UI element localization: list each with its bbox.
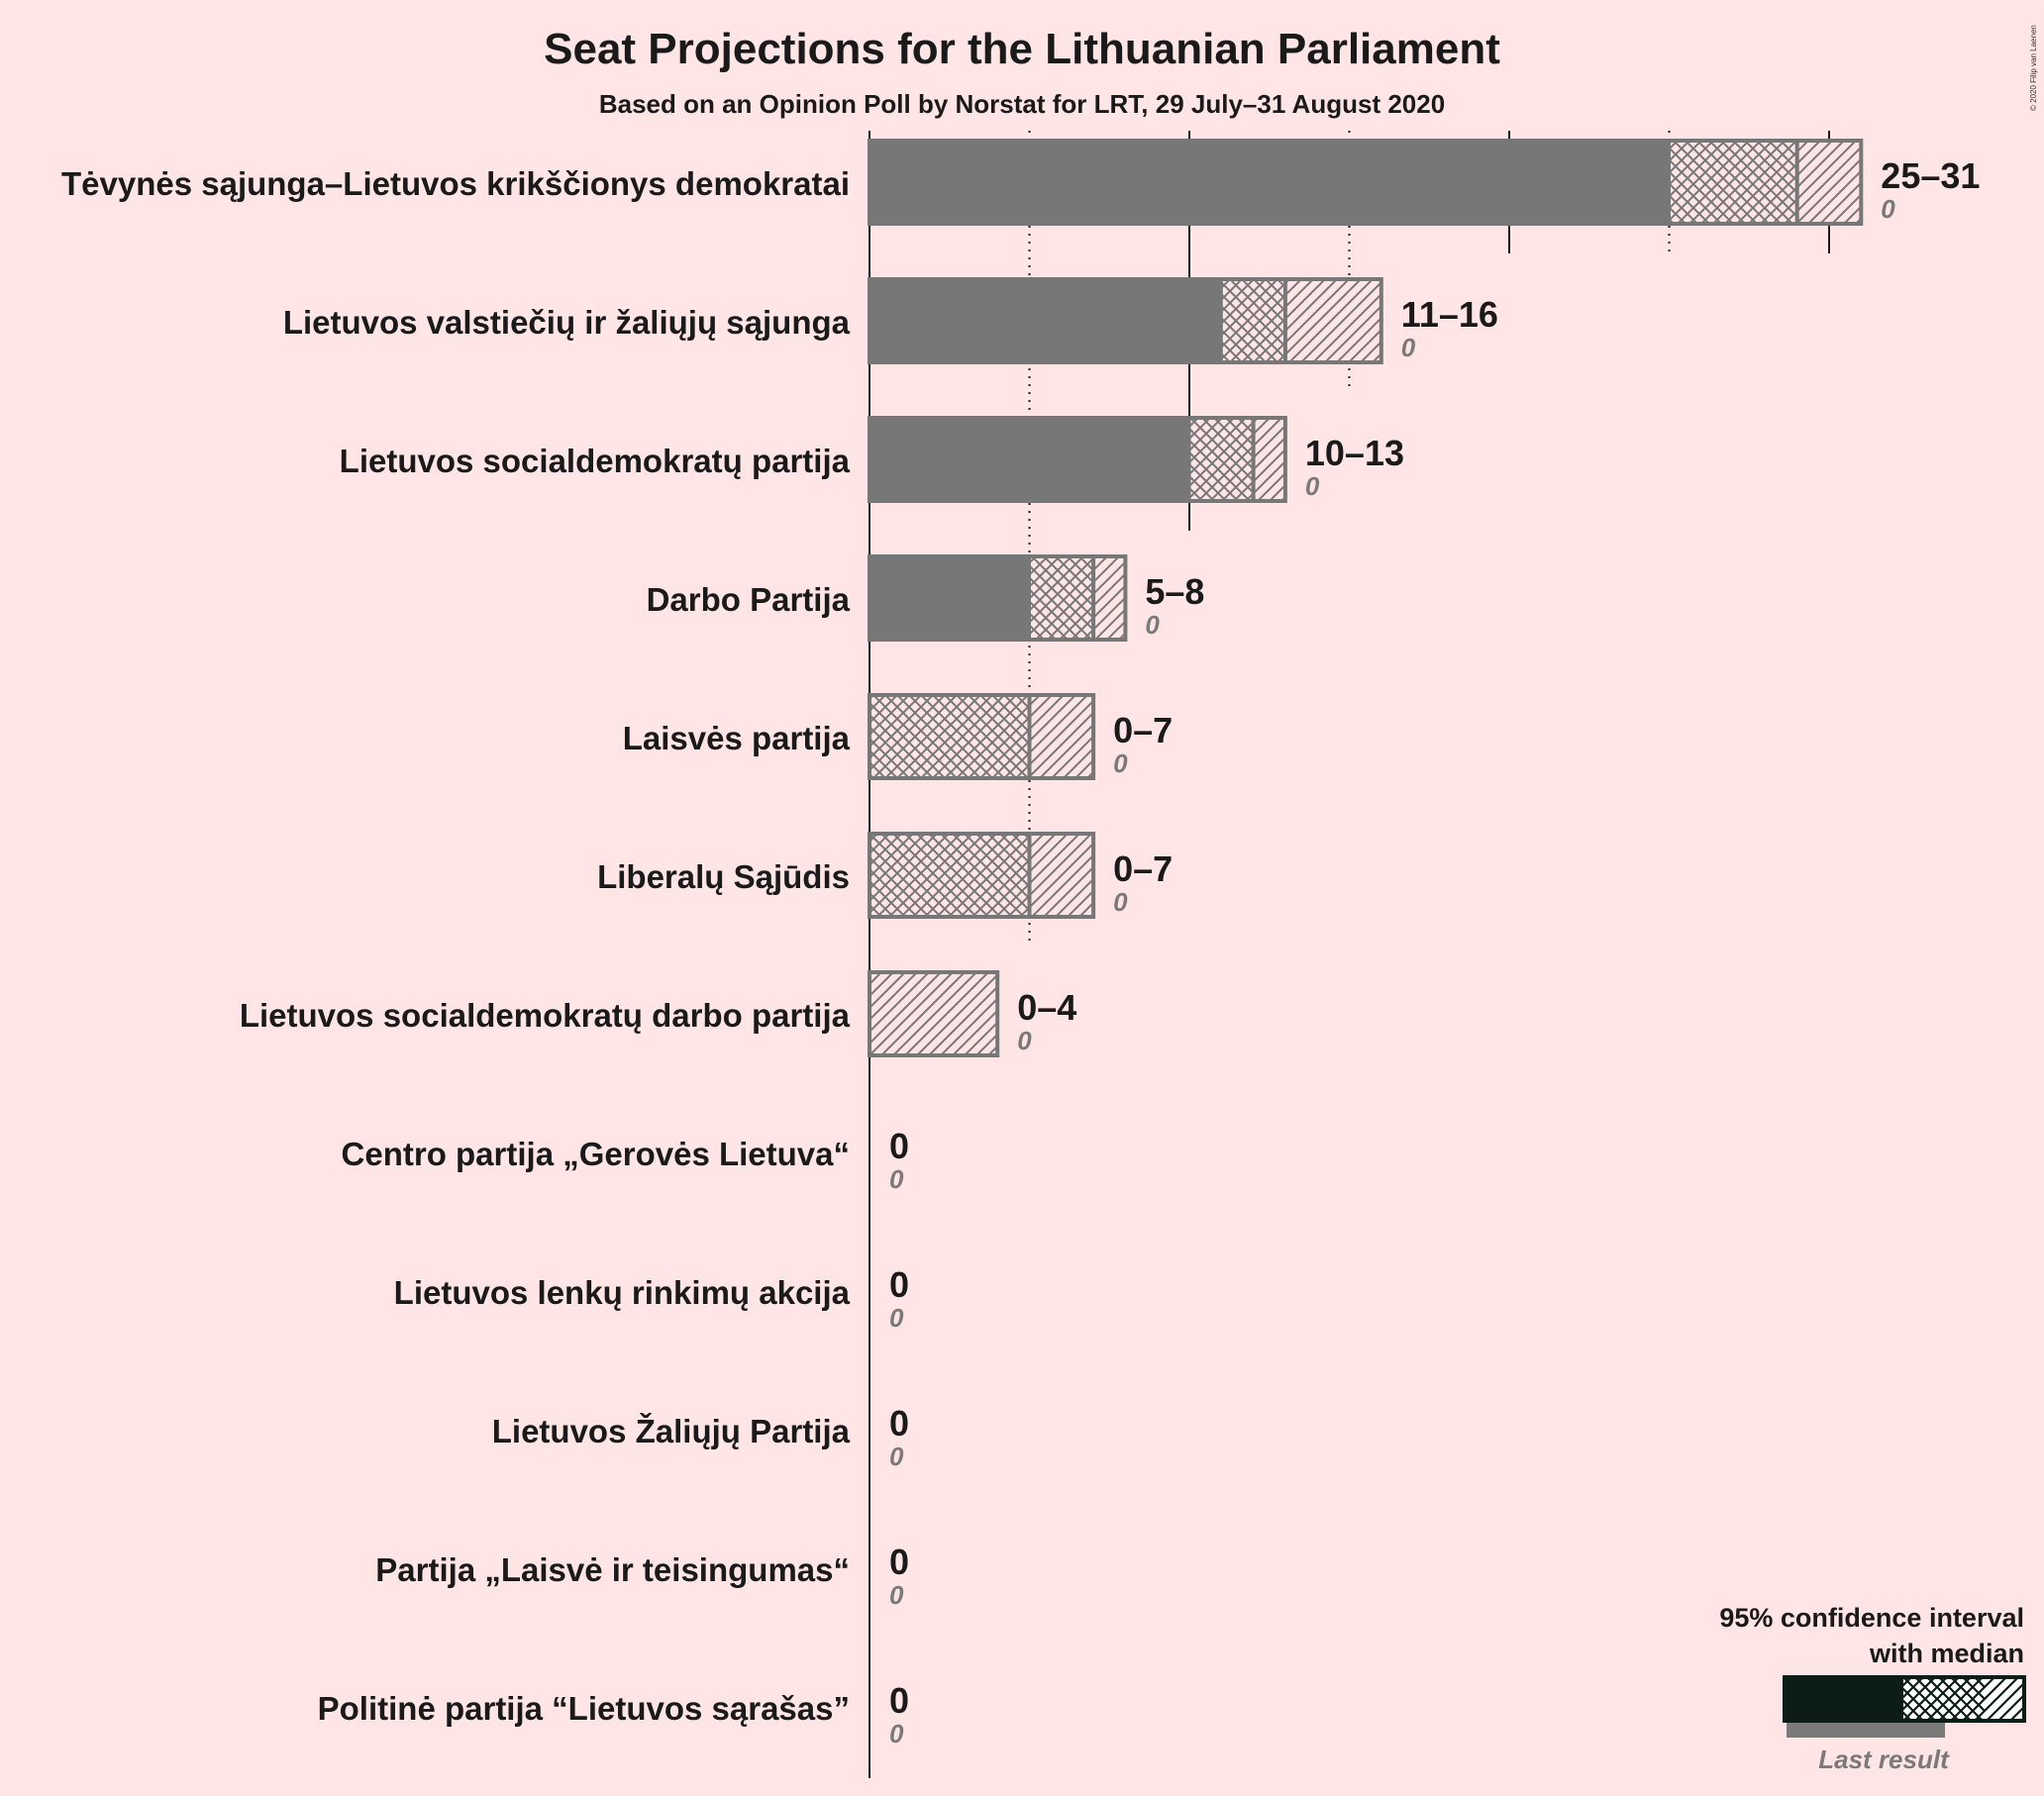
legend-upper-segment [1985,1677,2024,1721]
bar-upper-segment [1284,279,1381,362]
party-name-label: Lietuvos socialdemokratų darbo partija [240,997,851,1034]
copyright-note: © 2020 Filip van Laenen [2029,25,2038,111]
last-result-label: 0 [1017,1026,1032,1055]
party-name-label: Partija „Laisvė ir teisingumas“ [375,1551,850,1588]
bar-solid-segment [869,279,1222,362]
legend-median-segment [1903,1677,1985,1721]
party-labels: Tėvynės sąjunga–Lietuvos krikščionys dem… [61,155,1980,1748]
last-result-label: 0 [1305,471,1320,501]
bar-solid-segment [869,141,1670,224]
legend-solid-segment [1785,1677,1903,1721]
seat-range-label: 11–16 [1401,294,1498,335]
bar-solid-segment [869,556,1030,640]
seat-range-label: 0–7 [1113,710,1173,750]
bar-outline [868,693,1096,780]
last-result-label: 0 [889,1719,904,1748]
bar-median-segment [1221,279,1285,362]
seat-range-label: 5–8 [1145,571,1204,612]
bar-group-2 [868,416,1287,503]
last-result-label: 0 [889,1303,904,1333]
bar-group-5 [868,832,1096,919]
legend-title-line2: with median [1869,1639,2024,1668]
chart-title: Seat Projections for the Lithuanian Parl… [544,25,1500,73]
bar-group-4 [868,693,1096,780]
legend-last-result-bar [1787,1721,1945,1738]
bar-outline [868,139,1864,226]
bar-outline [868,277,1383,364]
bar-median-segment [869,695,1030,778]
last-result-label: 0 [1145,610,1160,640]
bar-median-segment [1669,141,1797,224]
bar-median-segment [1189,418,1254,501]
seat-range-label: 0 [889,1264,909,1305]
bar-outline [868,554,1128,642]
bar-group-6 [868,970,1000,1057]
bar-solid-segment [869,418,1189,501]
party-name-label: Tėvynės sąjunga–Lietuvos krikščionys dem… [61,165,850,202]
legend-box-outline [1783,1675,2026,1723]
legend: 95% confidence interval with median Last… [1719,1603,2026,1774]
legend-title-line1: 95% confidence interval [1719,1603,2024,1633]
party-name-label: Darbo Partija [647,581,851,618]
chart-subtitle: Based on an Opinion Poll by Norstat for … [599,89,1445,119]
seat-range-label: 0 [889,1542,909,1582]
bar-upper-segment [1093,556,1126,640]
last-result-label: 0 [889,1580,904,1610]
bar-upper-segment [869,972,998,1055]
bar-group-1 [868,277,1383,364]
party-name-label: Liberalų Sąjūdis [597,858,850,895]
bar-outline [868,832,1096,919]
party-name-label: Politinė partija “Lietuvos sąrašas” [318,1690,850,1727]
bar-group-3 [868,554,1128,642]
party-name-label: Lietuvos valstiečių ir žaliųjų sąjunga [283,304,851,341]
last-result-label: 0 [1113,748,1128,778]
bar-upper-segment [1029,695,1094,778]
bars [868,139,1864,1057]
last-result-label: 0 [1113,887,1128,917]
seat-range-label: 0 [889,1403,909,1444]
party-name-label: Centro partija „Gerovės Lietuva“ [342,1136,850,1172]
gridlines [869,131,1830,1778]
bar-median-segment [1029,556,1094,640]
party-name-label: Lietuvos lenkų rinkimų akcija [394,1274,851,1311]
seat-range-label: 0–4 [1017,987,1076,1028]
party-name-label: Laisvės partija [623,720,851,756]
bar-outline [868,416,1287,503]
last-result-label: 0 [1881,194,1895,224]
seat-range-label: 0–7 [1113,848,1173,889]
bar-median-segment [869,834,1030,917]
seat-range-label: 0 [889,1126,909,1166]
last-result-label: 0 [889,1442,904,1471]
bar-upper-segment [1796,141,1862,224]
bar-outline [868,970,1000,1057]
legend-last-result-label: Last result [1818,1745,1950,1774]
seat-range-label: 10–13 [1305,433,1404,473]
party-name-label: Lietuvos Žaliųjų Partija [492,1413,851,1449]
party-name-label: Lietuvos socialdemokratų partija [340,443,851,479]
bar-upper-segment [1253,418,1285,501]
seat-range-label: 25–31 [1881,155,1980,196]
bar-group-0 [868,139,1864,226]
bar-upper-segment [1029,834,1094,917]
last-result-label: 0 [1401,333,1416,362]
last-result-label: 0 [889,1164,904,1194]
seat-range-label: 0 [889,1680,909,1721]
